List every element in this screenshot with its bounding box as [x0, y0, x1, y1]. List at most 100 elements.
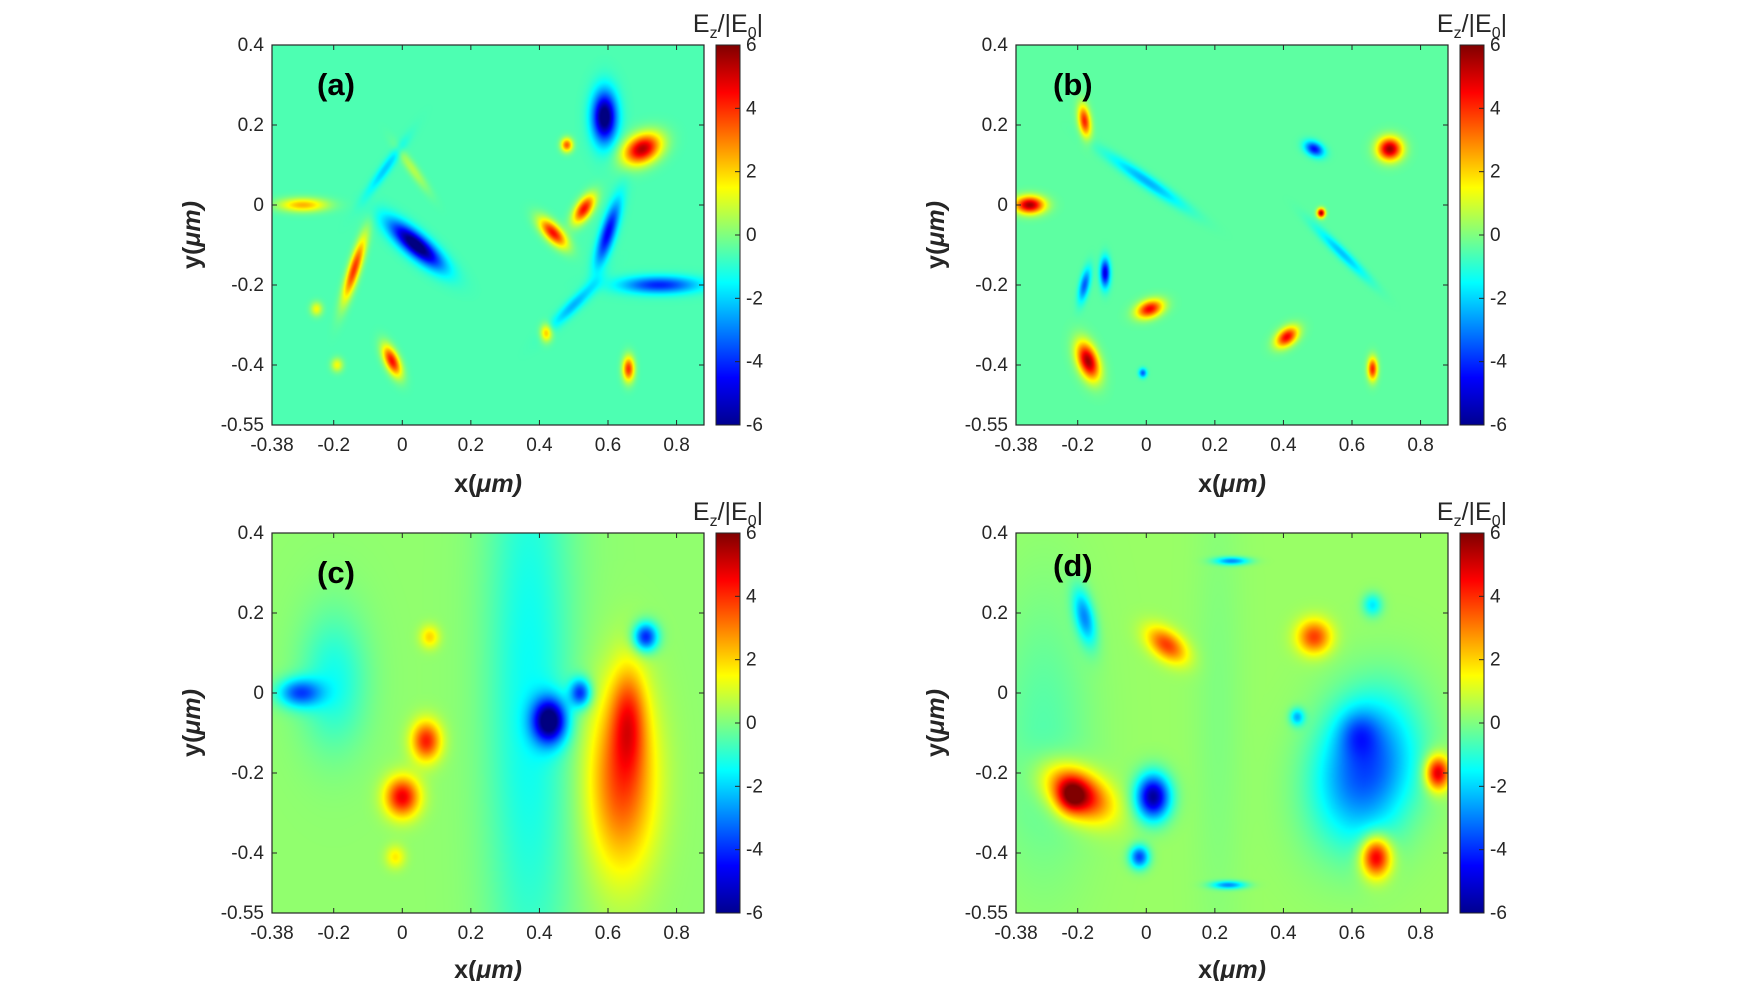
colorbar-tick-label: 4 [1490, 586, 1501, 607]
x-tick-label: -0.2 [1061, 435, 1094, 456]
y-tick-label: 0.4 [238, 35, 265, 56]
heatmap-field [1016, 45, 1448, 425]
colorbar: 6 4 2 0 -2 -4 -6 Ez/|E0| [693, 498, 763, 924]
plot-frame [1015, 532, 1449, 914]
y-tick-label: -0.4 [975, 355, 1008, 376]
x-axis-ticks: -0.38 -0.2 0 0.2 0.4 0.6 0.8 [994, 533, 1434, 944]
x-tick-label: 0.2 [1202, 435, 1228, 456]
x-tick-label: 0 [397, 923, 408, 944]
x-tick-label: 0.4 [1270, 923, 1297, 944]
y-tick-label: 0.2 [982, 603, 1008, 624]
panel-d: (d) -0.38 -0.2 0 0.2 0.4 0.6 0.8 0.40.20-0.2-0… [922, 498, 1507, 981]
colorbar-tick-label: 6 [1490, 523, 1501, 544]
x-tick-label: -0.38 [250, 923, 293, 944]
x-axis-ticks: -0.38 -0.2 0 0.2 0.4 0.6 0.8 [250, 533, 690, 944]
colorbar: 6 4 2 0 -2 -4 -6 Ez/|E0| [1437, 498, 1507, 924]
colorbar-title: Ez/|E0| [693, 498, 763, 530]
colorbar-tick-label: 6 [746, 35, 757, 56]
y-axis-label: y(μm) [178, 201, 206, 269]
x-tick-label: 0.6 [595, 923, 621, 944]
x-tick-label: 0.2 [458, 435, 484, 456]
colorbar-tick-label: -4 [746, 840, 763, 861]
y-tick-label: -0.4 [231, 355, 264, 376]
colorbar-tick-label: -4 [1490, 840, 1507, 861]
y-tick-label: -0.55 [965, 415, 1008, 436]
x-tick-label: 0.8 [1407, 923, 1433, 944]
colorbar-tick-label: 2 [1490, 650, 1501, 671]
panel-label: (d) [1053, 548, 1093, 583]
y-tick-label: -0.55 [221, 415, 264, 436]
colorbar-tick-label: 4 [746, 98, 757, 119]
y-tick-label: 0.2 [238, 115, 264, 136]
y-axis-label-unit: μm) [922, 201, 950, 248]
heatmap-canvas [1015, 532, 1449, 914]
x-axis-label-unit: μm) [1219, 956, 1266, 981]
colorbar-tick-label: -2 [1490, 288, 1507, 309]
y-axis-label-var: y( [922, 734, 950, 757]
panel-b: (b) -0.38 -0.2 0 0.2 0.4 0.6 0.8 0.40.20-0.2-0… [922, 10, 1507, 498]
panel-c: (c) -0.38 -0.2 0 0.2 0.4 0.6 0.8 0.40.20-0.2-0… [178, 498, 763, 981]
colorbar-tick-label: 2 [746, 162, 757, 183]
colorbar-ticks: 6 4 2 0 -2 -4 -6 [735, 35, 763, 436]
x-tick-label: 0.2 [458, 923, 484, 944]
y-axis-label-var: y( [178, 734, 206, 757]
x-tick-label: 0.2 [1202, 923, 1228, 944]
colorbar-tick-label: 6 [1490, 35, 1501, 56]
colorbar: 6 4 2 0 -2 -4 -6 Ez/|E0| [693, 10, 763, 436]
y-axis-label: y(μm) [922, 201, 950, 269]
colorbar-tick-label: 0 [1490, 713, 1501, 734]
colorbar-tick-label: 4 [1490, 98, 1501, 119]
y-axis-ticks: 0.4 0.2 0 -0.2 -0.4 -0.55 [965, 35, 1448, 436]
x-tick-label: 0.6 [595, 435, 621, 456]
x-tick-label: 0.6 [1339, 435, 1365, 456]
colorbar-tick-label: -6 [1490, 903, 1507, 924]
x-tick-label: -0.2 [317, 435, 350, 456]
y-tick-label: -0.2 [975, 763, 1008, 784]
panel-label: (c) [317, 555, 355, 590]
x-tick-label: -0.2 [317, 923, 350, 944]
y-axis-ticks: 0.4 0.2 0 -0.2 -0.4 -0.55 [965, 523, 1448, 924]
x-tick-label: -0.38 [994, 923, 1037, 944]
y-tick-label: 0.4 [982, 523, 1009, 544]
x-axis-label: x(μm) [1198, 956, 1266, 981]
plot-frame [1015, 44, 1449, 426]
x-tick-label: -0.38 [250, 435, 293, 456]
x-axis-label: x(μm) [454, 956, 522, 981]
panel-label: (a) [317, 67, 355, 102]
y-tick-label: -0.2 [231, 763, 264, 784]
y-tick-label: 0 [997, 683, 1008, 704]
x-tick-label: 0.8 [663, 923, 689, 944]
colorbar-tick-label: 0 [746, 225, 757, 246]
y-axis-label-unit: μm) [178, 689, 206, 736]
colorbar-title: Ez/|E0| [693, 10, 763, 42]
x-tick-label: -0.2 [1061, 923, 1094, 944]
y-tick-label: 0.4 [982, 35, 1009, 56]
x-tick-label: 0.6 [1339, 923, 1365, 944]
x-tick-label: 0.8 [1407, 435, 1433, 456]
x-tick-label: -0.38 [994, 435, 1037, 456]
heatmap-field [272, 45, 704, 425]
y-tick-label: -0.4 [231, 843, 264, 864]
colorbar-tick-label: -4 [746, 352, 763, 373]
y-axis-label: y(μm) [922, 689, 950, 757]
x-axis-label-unit: μm) [475, 956, 522, 981]
x-axis-label-var: x( [1198, 470, 1221, 498]
y-axis-label: y(μm) [178, 689, 206, 757]
colorbar-tick-label: -4 [1490, 352, 1507, 373]
x-axis-label-var: x( [454, 956, 477, 981]
y-axis-label-var: y( [178, 246, 206, 269]
colorbar-tick-label: -2 [746, 288, 763, 309]
y-axis-label-unit: μm) [178, 201, 206, 248]
x-axis-label-unit: μm) [475, 470, 522, 498]
x-axis-label-var: x( [454, 470, 477, 498]
y-tick-label: -0.2 [975, 275, 1008, 296]
colorbar-tick-label: -6 [746, 415, 763, 436]
y-tick-label: 0.2 [982, 115, 1008, 136]
colorbar-tick-label: -2 [1490, 776, 1507, 797]
y-tick-label: -0.55 [965, 903, 1008, 924]
colorbar-tick-label: 0 [1490, 225, 1501, 246]
colorbar-tick-label: -2 [746, 776, 763, 797]
colorbar-title: Ez/|E0| [1437, 498, 1507, 530]
y-tick-label: -0.55 [221, 903, 264, 924]
colorbar-ticks: 6 4 2 0 -2 -4 -6 [1479, 523, 1507, 924]
